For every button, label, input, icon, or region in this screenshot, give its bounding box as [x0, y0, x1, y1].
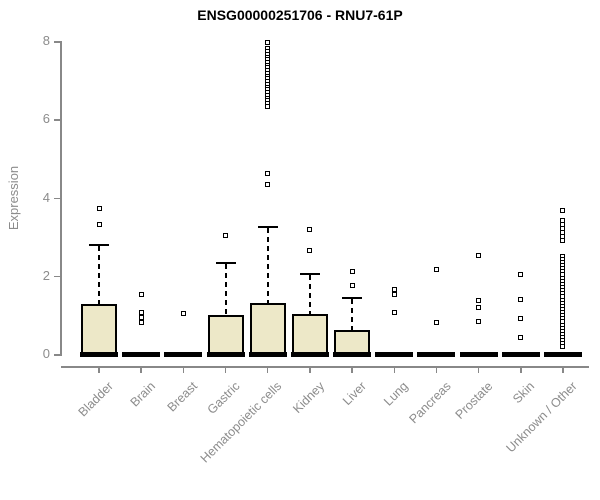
whisker-cap [342, 297, 363, 300]
x-tick-label: Skin [510, 379, 538, 407]
x-tick-label: Brain [127, 379, 159, 410]
median-line [248, 351, 287, 357]
y-tick [54, 354, 60, 356]
outlier-point [138, 315, 144, 321]
outlier-point [223, 232, 229, 238]
outlier-point [518, 272, 524, 278]
median-line [375, 351, 414, 357]
y-tick [54, 275, 60, 278]
whisker-cap [299, 272, 320, 275]
whisker [266, 228, 269, 304]
median-line [122, 351, 161, 357]
x-tick-label: Breast [164, 379, 201, 415]
median-line [417, 351, 456, 357]
outlier-point [265, 181, 271, 187]
y-tick-label: 6 [42, 111, 50, 127]
x-tick [140, 366, 142, 373]
outlier-point [138, 320, 144, 326]
outlier-point [265, 170, 271, 176]
whisker [351, 299, 354, 331]
x-tick-label: Prostate [452, 379, 496, 422]
outlier-point [560, 238, 566, 244]
outlier-point [96, 205, 102, 211]
box [291, 313, 328, 356]
outlier-point [349, 282, 355, 288]
x-axis-line [61, 366, 589, 368]
outlier-point [476, 252, 482, 258]
y-tick-label: 4 [42, 189, 50, 205]
x-tick-label: Lung [381, 379, 412, 409]
x-tick [477, 366, 480, 373]
outlier-point [433, 320, 439, 326]
y-axis-line [60, 41, 62, 356]
median-line [206, 351, 245, 357]
y-tick [54, 41, 60, 43]
outlier-point [476, 318, 482, 324]
x-tick-label: Liver [339, 379, 369, 409]
median-line [80, 351, 118, 357]
x-tick-label: Hematopoietic cells [198, 379, 285, 466]
outlier-point [307, 248, 313, 254]
outlier-point [518, 315, 524, 321]
outlier-point [138, 291, 144, 297]
outlier-point [265, 39, 271, 45]
outlier-point [265, 103, 271, 109]
box [207, 314, 244, 356]
x-tick [309, 366, 311, 373]
x-tick-label: Bladder [75, 379, 116, 420]
x-tick-label: Pancreas [406, 379, 454, 427]
x-tick [520, 366, 522, 373]
outlier-point [560, 208, 566, 214]
x-tick-label: Kidney [289, 379, 327, 416]
outlier-point [560, 344, 566, 350]
median-line [333, 351, 372, 357]
whisker-cap [215, 262, 236, 265]
y-tick-label: 2 [42, 267, 50, 283]
median-line [164, 351, 203, 357]
x-tick [351, 366, 353, 373]
y-tick [54, 197, 60, 199]
whisker [308, 274, 311, 314]
outlier-point [180, 310, 186, 316]
y-tick [54, 119, 60, 121]
x-tick [266, 366, 269, 373]
median-line [290, 351, 329, 357]
chart-title: ENSG00000251706 - RNU7-61P [197, 7, 403, 23]
median-line [543, 351, 582, 357]
outlier-point [518, 296, 524, 302]
x-tick [393, 366, 395, 373]
x-tick [562, 366, 564, 373]
whisker [224, 264, 227, 315]
box [81, 303, 117, 356]
y-tick-label: 8 [42, 33, 50, 48]
x-tick [224, 366, 227, 373]
median-line [501, 351, 540, 357]
whisker-cap [257, 226, 278, 229]
x-tick-label: Gastric [204, 379, 243, 417]
whisker [98, 246, 100, 304]
x-tick [435, 366, 438, 373]
x-tick [98, 366, 100, 373]
outlier-point [391, 286, 397, 292]
outlier-point [433, 266, 439, 272]
outlier-point [391, 292, 397, 298]
y-tick-label: 0 [42, 346, 50, 361]
outlier-point [307, 226, 313, 232]
whisker-cap [89, 244, 109, 247]
outlier-point [349, 269, 355, 275]
median-line [459, 351, 498, 357]
box [249, 303, 286, 356]
x-tick [182, 366, 185, 373]
outlier-point [391, 309, 397, 315]
outlier-point [138, 310, 144, 316]
outlier-point [96, 222, 102, 228]
outlier-point [518, 335, 524, 341]
outlier-point [476, 304, 482, 310]
outlier-point [476, 298, 482, 304]
